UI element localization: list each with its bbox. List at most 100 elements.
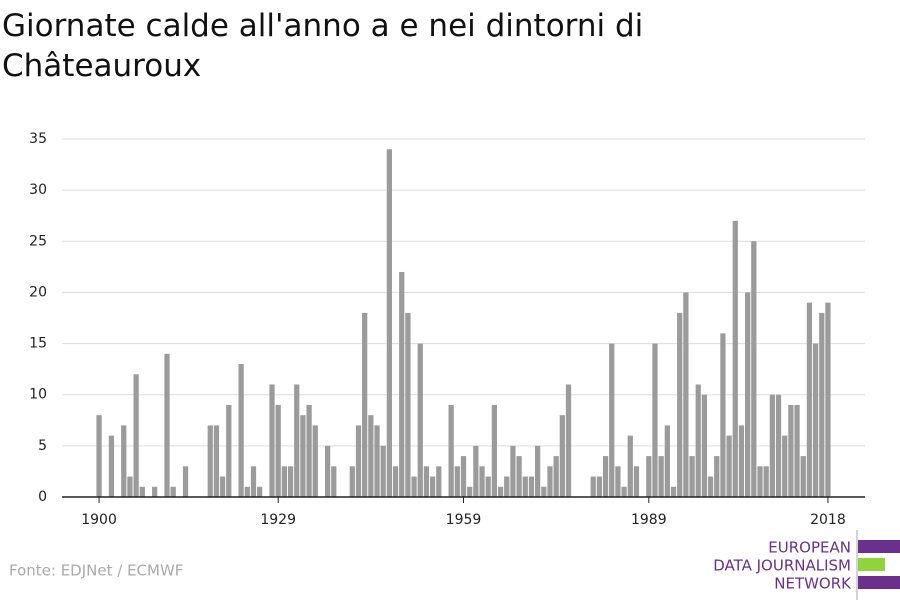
x-tick-label: 1959 bbox=[446, 512, 482, 528]
bar bbox=[497, 486, 504, 497]
logo-bar bbox=[858, 576, 900, 589]
bar bbox=[528, 476, 535, 497]
bar bbox=[707, 476, 714, 497]
bar bbox=[800, 456, 806, 497]
y-tick-label: 25 bbox=[29, 233, 47, 249]
bar bbox=[658, 456, 664, 497]
bar bbox=[417, 343, 423, 497]
bar bbox=[565, 384, 572, 497]
bar bbox=[405, 312, 411, 497]
bar bbox=[300, 415, 306, 497]
bar bbox=[380, 445, 386, 497]
bar bbox=[281, 466, 287, 497]
bar bbox=[652, 343, 658, 497]
bar bbox=[590, 476, 596, 497]
bar bbox=[677, 312, 683, 497]
bar bbox=[312, 425, 318, 497]
bar bbox=[306, 404, 312, 497]
bar bbox=[96, 415, 102, 497]
bar bbox=[763, 466, 769, 497]
y-tick-label: 5 bbox=[38, 438, 47, 454]
bar bbox=[108, 435, 115, 497]
bar bbox=[436, 466, 442, 497]
bar bbox=[331, 466, 337, 497]
logo-text: EUROPEAN bbox=[768, 539, 851, 557]
y-tick-label: 15 bbox=[29, 336, 47, 352]
bar bbox=[207, 425, 213, 497]
x-tick-label: 1900 bbox=[81, 512, 117, 528]
bar bbox=[133, 374, 139, 497]
bar bbox=[121, 425, 127, 497]
bar bbox=[392, 466, 399, 497]
bar bbox=[621, 486, 627, 497]
bar bbox=[714, 456, 720, 497]
logo-text: DATA JOURNALISM bbox=[713, 557, 851, 575]
bar bbox=[516, 456, 522, 497]
bar bbox=[164, 353, 170, 497]
bar bbox=[213, 425, 220, 497]
bar bbox=[788, 404, 794, 497]
bar bbox=[275, 404, 281, 497]
bar bbox=[479, 466, 485, 497]
bar bbox=[510, 445, 516, 497]
bar bbox=[627, 435, 633, 497]
bar bbox=[324, 445, 331, 497]
bar bbox=[182, 466, 189, 497]
bar bbox=[615, 466, 621, 497]
bar bbox=[689, 456, 695, 497]
bar bbox=[226, 404, 232, 497]
chart-title: Giornate calde all'anno a e nei dintorni… bbox=[2, 8, 644, 84]
logo-text: NETWORK bbox=[774, 575, 852, 593]
bar bbox=[287, 466, 294, 497]
bar bbox=[812, 343, 819, 497]
bar bbox=[238, 364, 244, 497]
y-tick-label: 35 bbox=[29, 131, 47, 147]
y-tick-label: 0 bbox=[38, 489, 47, 505]
bar bbox=[738, 425, 745, 497]
bar bbox=[806, 302, 813, 497]
bar bbox=[429, 476, 436, 497]
y-tick-label: 10 bbox=[29, 387, 47, 403]
logo-bar bbox=[858, 540, 900, 553]
bar bbox=[695, 384, 701, 497]
bar bbox=[825, 302, 831, 497]
bar bbox=[454, 466, 460, 497]
bar bbox=[547, 466, 553, 497]
bar bbox=[769, 394, 775, 497]
bar bbox=[467, 486, 473, 497]
x-tick-label: 1929 bbox=[260, 512, 296, 528]
bar bbox=[720, 333, 726, 497]
bar bbox=[355, 425, 362, 497]
bar bbox=[701, 394, 708, 497]
y-tick-label: 30 bbox=[29, 182, 47, 198]
bar bbox=[732, 220, 738, 498]
bar bbox=[399, 271, 405, 497]
bar bbox=[362, 312, 368, 497]
bar bbox=[250, 466, 257, 497]
bar bbox=[368, 415, 374, 497]
bar bbox=[751, 241, 757, 497]
bar bbox=[423, 466, 430, 497]
bar bbox=[726, 435, 732, 497]
bar bbox=[127, 476, 133, 497]
bar bbox=[294, 384, 300, 497]
y-tick-label: 20 bbox=[29, 284, 47, 300]
bar bbox=[411, 476, 417, 497]
bar bbox=[460, 456, 467, 497]
bar bbox=[794, 404, 800, 497]
bar bbox=[541, 486, 547, 497]
bar bbox=[485, 476, 491, 497]
bar bbox=[553, 456, 559, 497]
logo-bar bbox=[858, 558, 885, 571]
bar bbox=[522, 476, 528, 497]
bar bbox=[473, 445, 479, 497]
x-tick-label: 2018 bbox=[810, 512, 846, 528]
bar bbox=[633, 466, 640, 497]
bar bbox=[219, 476, 226, 497]
bar bbox=[782, 435, 788, 497]
bar bbox=[646, 456, 652, 497]
bar bbox=[269, 384, 275, 497]
bar bbox=[374, 425, 380, 497]
